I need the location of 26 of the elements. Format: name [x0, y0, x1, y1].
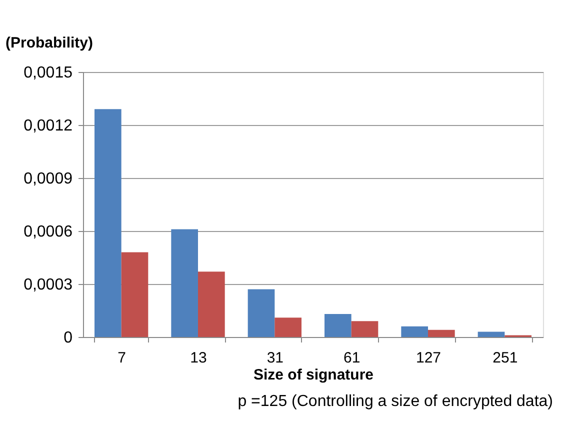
y-tick-label: 0,0006	[24, 224, 73, 240]
y-tick-label: 0,0009	[24, 170, 73, 188]
bar	[401, 326, 428, 337]
text: p =125 (Controlling a size of encrypted data)	[238, 393, 553, 410]
bar	[324, 314, 352, 337]
bar	[248, 289, 275, 337]
bar	[274, 318, 302, 337]
x-axis-title: Size of signature	[253, 366, 374, 384]
x-tick-label: 7	[118, 350, 126, 366]
x-tick-label: 127	[416, 350, 442, 366]
y-tick-label: 0	[64, 330, 73, 346]
y-tick-label: 0,0003	[24, 276, 73, 294]
x-tick-label: 13	[190, 350, 207, 366]
bar	[121, 252, 148, 337]
bar	[478, 332, 505, 337]
y-axis-title: (Probability)	[6, 34, 94, 52]
x-tick-label: 31	[266, 350, 284, 366]
y-tick-label: 0,0015	[24, 64, 73, 82]
bar	[428, 330, 455, 337]
y-tick-label: 0,0012	[24, 118, 73, 134]
bar	[198, 272, 225, 337]
bar	[351, 321, 378, 337]
x-tick-label: 251	[492, 350, 518, 366]
bar	[94, 109, 122, 337]
x-tick-label: 61	[343, 350, 360, 366]
bar	[171, 229, 198, 337]
